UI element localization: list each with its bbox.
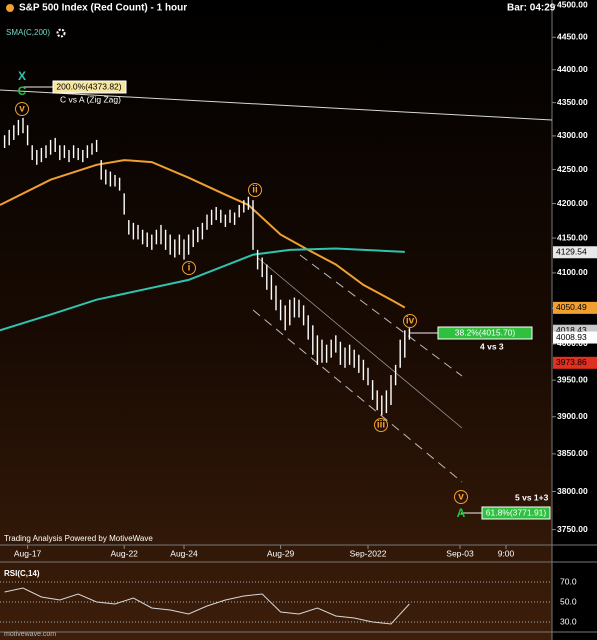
- y-tick-label: 4500.00: [557, 0, 588, 9]
- x-tick-label: Sep-03: [446, 548, 474, 558]
- wave-label: ii: [252, 185, 258, 196]
- price-label-box: [553, 246, 597, 259]
- x-tick-label: Sep-2022: [350, 548, 387, 558]
- fib-box: [437, 326, 533, 340]
- moving-average: [0, 247, 405, 332]
- channel-line: [252, 309, 463, 483]
- indicator-label[interactable]: SMA(C,200): [6, 28, 50, 37]
- wave-circle: [454, 490, 468, 504]
- price-label-box: [553, 301, 597, 314]
- y-tick-label: 30.0: [560, 616, 577, 626]
- fib-label: 61.8%(3771.91): [486, 507, 547, 517]
- y-tick-label: 4300.00: [557, 130, 588, 140]
- y-tick-label: 4150.00: [557, 232, 588, 242]
- rsi-line: [4, 587, 410, 625]
- channel-line: [257, 257, 463, 429]
- wave-circle: [182, 261, 196, 275]
- y-tick-label: 3850.00: [557, 448, 588, 458]
- fib-label: 5 vs 1+3: [515, 492, 549, 502]
- wave-label: X: [18, 69, 26, 83]
- fib-label: 4 vs 3: [480, 341, 504, 351]
- x-tick-label: Aug-17: [14, 548, 42, 558]
- wave-label: i: [188, 263, 191, 274]
- price-axis-bg: [552, 0, 597, 640]
- y-tick-label: 4100.00: [557, 267, 588, 277]
- x-tick-label: 9:00: [498, 548, 515, 558]
- x-tick-label: Aug-24: [170, 548, 198, 558]
- y-tick-label: 4350.00: [557, 97, 588, 107]
- wave-label: v: [458, 492, 464, 503]
- trendline: [0, 89, 553, 121]
- wave-label: iii: [377, 420, 386, 431]
- wave-circle: [248, 183, 262, 197]
- y-tick-label: 4400.00: [557, 64, 588, 74]
- channel-line: [299, 254, 463, 377]
- y-tick-label: 3950.00: [557, 374, 588, 384]
- x-tick-label: Aug-29: [267, 548, 295, 558]
- fib-box: [52, 80, 127, 94]
- rsi-label: RSI(C,14): [4, 569, 40, 578]
- price-label: 4008.93: [556, 332, 587, 342]
- y-tick-label: 4200.00: [557, 198, 588, 208]
- settings-icon[interactable]: [56, 28, 66, 38]
- credit: Trading Analysis Powered by MotiveWave: [4, 534, 153, 543]
- wave-label: C: [18, 84, 27, 98]
- wave-label: iv: [406, 316, 415, 327]
- price-label: 4050.49: [556, 302, 587, 312]
- chart-title: S&P 500 Index (Red Count) - 1 hour: [19, 3, 187, 14]
- y-tick-label: 3900.00: [557, 411, 588, 421]
- price-label-box: [553, 356, 597, 369]
- watermark: motivewave.com: [4, 631, 56, 638]
- x-tick-label: Aug-22: [110, 548, 138, 558]
- y-tick-label: 3750.00: [557, 524, 588, 534]
- price-label-box: [553, 331, 597, 344]
- y-tick-label: 4450.00: [557, 32, 588, 42]
- price-label: 4018.43: [556, 325, 587, 335]
- fib-label: 200.0%(4373.82): [56, 81, 121, 91]
- price-label: 4129.54: [556, 247, 587, 257]
- fib-box: [481, 506, 551, 520]
- bar-time: Bar: 04:29: [507, 3, 556, 14]
- y-tick-label: 50.0: [560, 596, 577, 606]
- wave-labels: X C v i ii iii iv v A: [15, 69, 468, 520]
- wave-label: v: [19, 104, 25, 115]
- wave-circle: [374, 418, 388, 432]
- y-tick-label: 4250.00: [557, 164, 588, 174]
- fib-label: 38.2%(4015.70): [455, 327, 516, 337]
- wave-circle: [15, 102, 29, 116]
- title-dot: [6, 4, 14, 12]
- wave-circle: [403, 314, 417, 328]
- wave-label: A: [457, 506, 466, 520]
- fib-label: C vs A (Zig Zag): [60, 94, 121, 104]
- y-tick-label: 3800.00: [557, 486, 588, 496]
- price-label: 3973.86: [556, 357, 587, 367]
- y-tick-label: 70.0: [560, 576, 577, 586]
